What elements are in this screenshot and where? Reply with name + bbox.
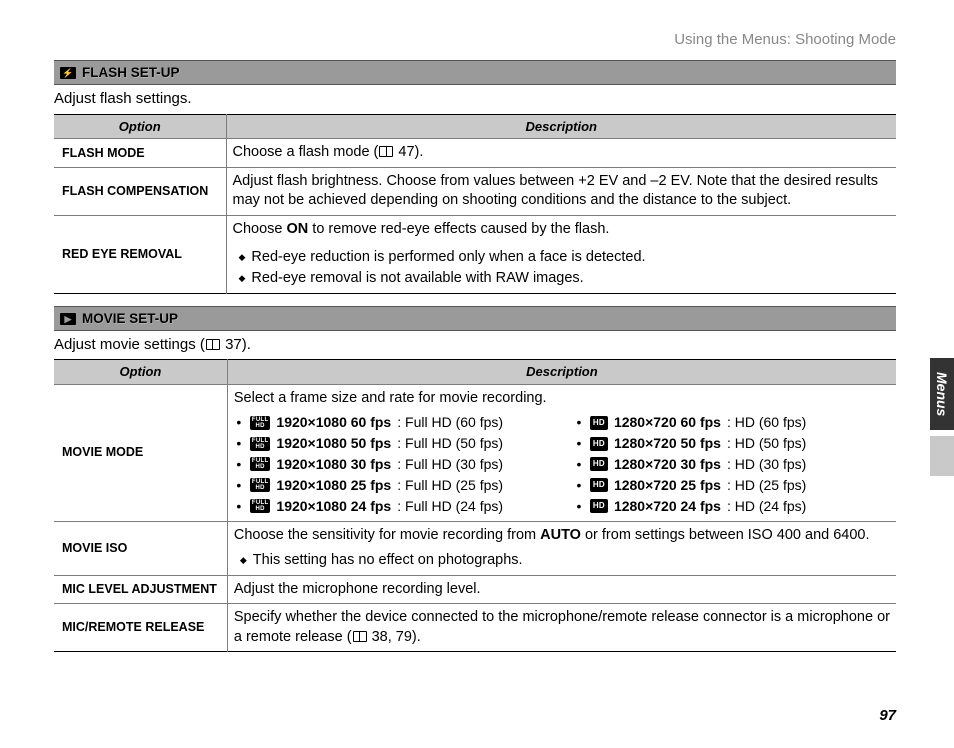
movie-options-table: Option Description MOVIE MODE Select a f… [54,359,896,652]
col-description: Description [227,360,896,385]
col-description: Description [226,114,896,139]
hd-badge-icon: HD [590,499,608,513]
full-hd-badge-icon: FULLHD [250,499,271,513]
flash-options-table: Option Description FLASH MODE Choose a f… [54,114,896,294]
page-ref-icon [206,339,220,350]
opt-desc: Adjust the microphone recording level. [227,575,896,604]
movie-mode-item: •HD1280×720 25 fps: HD (25 fps) [574,475,890,496]
movie-mode-item: •FULLHD1920×1080 25 fps: Full HD (25 fps… [234,475,550,496]
movie-mode-item: •HD1280×720 60 fps: HD (60 fps) [574,412,890,433]
note: Red-eye reduction is performed only when… [233,248,891,268]
table-row: MOVIE ISO Choose the sensitivity for mov… [54,521,896,575]
manual-page: Using the Menus: Shooting Mode ⚡ FLASH S… [0,0,954,652]
movie-mode-left-col: •FULLHD1920×1080 60 fps: Full HD (60 fps… [234,412,550,516]
hd-badge-icon: HD [590,478,608,492]
section-title: MOVIE SET-UP [82,310,178,328]
opt-desc: Choose the sensitivity for movie recordi… [227,521,896,575]
hd-badge-icon: HD [590,437,608,451]
section-intro: Adjust flash settings. [54,89,896,109]
section-header-flash: ⚡ FLASH SET-UP [54,60,896,85]
movie-mode-right-col: •HD1280×720 60 fps: HD (60 fps)•HD1280×7… [574,412,890,516]
note: Red-eye removal is not available with RA… [233,269,891,289]
section-header-movie: ▶ MOVIE SET-UP [54,306,896,331]
table-row: FLASH MODE Choose a flash mode ( 47). [54,139,896,168]
opt-movie-iso: MOVIE ISO [54,521,227,575]
opt-flash-comp: FLASH COMPENSATION [54,167,226,215]
opt-mic-remote: MIC/REMOTE RELEASE [54,604,227,652]
full-hd-badge-icon: FULLHD [250,437,271,451]
full-hd-badge-icon: FULLHD [250,478,271,492]
table-row: FLASH COMPENSATION Adjust flash brightne… [54,167,896,215]
opt-desc: Choose a flash mode ( 47). [226,139,896,168]
note: This setting has no effect on photograph… [234,551,890,571]
side-tab-menus: Menus [930,358,954,430]
opt-flash-mode: FLASH MODE [54,139,226,168]
movie-mode-item: •HD1280×720 30 fps: HD (30 fps) [574,454,890,475]
movie-mode-item: •HD1280×720 24 fps: HD (24 fps) [574,496,890,517]
opt-desc: Adjust flash brightness. Choose from val… [226,167,896,215]
movie-mode-item: •FULLHD1920×1080 30 fps: Full HD (30 fps… [234,454,550,475]
movie-mode-item: •FULLHD1920×1080 60 fps: Full HD (60 fps… [234,412,550,433]
page-number: 97 [879,706,896,726]
table-row: MIC LEVEL ADJUSTMENT Adjust the micropho… [54,575,896,604]
table-row: MIC/REMOTE RELEASE Specify whether the d… [54,604,896,652]
opt-desc: Specify whether the device connected to … [227,604,896,652]
opt-mic-level: MIC LEVEL ADJUSTMENT [54,575,227,604]
flash-icon: ⚡ [60,67,76,79]
movie-mode-item: •HD1280×720 50 fps: HD (50 fps) [574,433,890,454]
section-title: FLASH SET-UP [82,64,180,82]
full-hd-badge-icon: FULLHD [250,416,271,430]
opt-desc: Select a frame size and rate for movie r… [227,384,896,521]
hd-badge-icon: HD [590,416,608,430]
hd-badge-icon: HD [590,457,608,471]
side-tab-spacer [930,436,954,476]
movie-icon: ▶ [60,313,76,325]
col-option: Option [54,360,227,385]
movie-mode-item: •FULLHD1920×1080 50 fps: Full HD (50 fps… [234,433,550,454]
table-row: MOVIE MODE Select a frame size and rate … [54,384,896,521]
full-hd-badge-icon: FULLHD [250,457,271,471]
opt-red-eye: RED EYE REMOVAL [54,215,226,293]
opt-movie-mode: MOVIE MODE [54,384,227,521]
movie-mode-item: •FULLHD1920×1080 24 fps: Full HD (24 fps… [234,496,550,517]
page-ref-icon [379,146,393,157]
table-row: RED EYE REMOVAL Choose ON to remove red-… [54,215,896,293]
page-ref-icon [353,631,367,642]
opt-desc: Choose ON to remove red-eye effects caus… [226,215,896,293]
section-intro: Adjust movie settings ( 37). [54,335,896,355]
col-option: Option [54,114,226,139]
breadcrumb: Using the Menus: Shooting Mode [54,30,896,50]
